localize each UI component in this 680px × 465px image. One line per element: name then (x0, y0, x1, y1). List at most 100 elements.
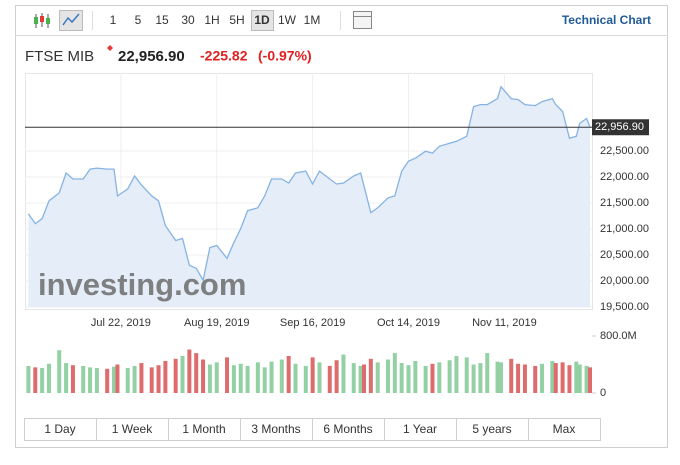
range-button[interactable]: 1 Year (403, 422, 437, 436)
interval-button[interactable]: 5 (135, 13, 142, 27)
interval-button[interactable]: 15 (155, 13, 169, 27)
volume-bar (351, 363, 356, 393)
range-button[interactable]: 6 Months (323, 422, 372, 436)
last-price-tag (592, 119, 649, 136)
volume-bar (231, 365, 236, 393)
volume-bar (180, 355, 185, 393)
volume-bar (509, 358, 514, 393)
volume-bar (584, 365, 589, 393)
volume-bar (70, 365, 75, 393)
volume-bar (447, 360, 452, 393)
y-tick-label: 20,500.00 (600, 249, 649, 261)
y-tick-label: 22,000.00 (600, 171, 649, 183)
volume-bar (149, 367, 154, 393)
volume-bar (207, 364, 212, 393)
volume-bar (385, 359, 390, 393)
volume-bar (201, 359, 206, 393)
candles-icon[interactable] (34, 13, 50, 28)
price-line (27, 85, 591, 282)
price-area (28, 86, 590, 307)
y-tick-label: 21,000.00 (600, 223, 649, 235)
y-tick-label: 800.0M (600, 330, 637, 342)
range-button-bg[interactable] (528, 418, 601, 441)
volume-bar (94, 368, 99, 393)
volume-bar (125, 368, 130, 393)
volume-bar (464, 357, 469, 393)
range-button[interactable]: 1 Day (44, 422, 75, 436)
x-tick-label: Nov 11, 2019 (472, 317, 537, 329)
volume-bar (413, 360, 418, 393)
volume-bar (454, 355, 459, 393)
y-tick-label: 19,500.00 (600, 301, 649, 313)
volume-bar (362, 364, 366, 393)
price-change: -225.82 (200, 48, 248, 64)
price-chart: 19,500.00 20,000.00 20,500.00 21,000.00 21,5… (25, 73, 649, 329)
volume-bar (163, 360, 168, 393)
price-change-pct: (-0.97%) (258, 48, 312, 64)
range-button[interactable]: 1 Week (112, 422, 153, 436)
volume-bar (139, 363, 144, 393)
volume-bar (327, 365, 332, 393)
volume-bar (430, 363, 435, 393)
interval-button[interactable]: 1W (278, 13, 297, 27)
volume-bar (560, 362, 565, 393)
volume-bar (498, 362, 503, 393)
selected-interval-bg (251, 10, 274, 31)
volume-bar (33, 367, 38, 393)
volume-bar (64, 363, 69, 393)
volume-bar (286, 355, 291, 393)
range-button[interactable]: 5 years (472, 422, 511, 436)
range-button[interactable]: Max (553, 422, 576, 436)
instrument-name: FTSE MIB (25, 48, 94, 65)
volume-bar (46, 363, 51, 393)
volume-bar (495, 361, 500, 393)
volume-bar (588, 367, 592, 393)
x-tick-label: Sep 16, 2019 (280, 317, 345, 329)
watermark: investing.com (38, 267, 246, 302)
volume-bar (577, 364, 582, 393)
interval-button[interactable]: 1H (204, 13, 219, 27)
range-button[interactable]: 1 Month (182, 422, 225, 436)
down-icon (107, 45, 113, 51)
plot-frame (25, 73, 593, 310)
y-tick-label: 21,500.00 (600, 197, 649, 209)
interval-button[interactable]: 1D (254, 13, 270, 27)
volume-bar (310, 357, 315, 393)
volume-bar (279, 359, 284, 393)
volume-bar (115, 364, 120, 393)
volume-bar (358, 365, 363, 393)
interval-button[interactable]: 30 (181, 13, 195, 27)
x-tick-label: Oct 14, 2019 (377, 317, 440, 329)
volume-bar (262, 367, 267, 393)
volume-bar (485, 353, 490, 393)
volume-chart: 0 800.0M (26, 330, 637, 399)
y-tick-label: 20,000.00 (600, 275, 649, 287)
layout-icon[interactable] (353, 11, 372, 29)
technical-chart-link[interactable]: Technical Chart (562, 13, 651, 27)
last-price-label: 22,956.90 (595, 121, 644, 133)
volume-bar (214, 362, 219, 393)
volume-bar (334, 360, 339, 393)
line-icon[interactable] (59, 10, 83, 31)
volume-bar (368, 358, 373, 393)
volume-bar (533, 365, 538, 393)
volume-bar (522, 364, 527, 393)
volume-bar (187, 349, 192, 393)
volume-bar (341, 354, 346, 393)
volume-bar (392, 353, 397, 393)
interval-button[interactable]: 1 (110, 13, 117, 27)
interval-button[interactable]: 5H (229, 13, 244, 27)
volume-bar (269, 361, 274, 393)
volume-bar (40, 368, 45, 393)
interval-button[interactable]: 1M (304, 13, 321, 27)
x-tick-label: Jul 22, 2019 (91, 317, 151, 329)
range-button[interactable]: 3 Months (251, 422, 300, 436)
volume-bar (516, 363, 521, 393)
x-tick-label: Aug 19, 2019 (184, 317, 249, 329)
volume-bar (550, 360, 555, 393)
volume-bar (112, 366, 117, 393)
volume-bar (478, 363, 483, 393)
volume-bar (317, 362, 322, 393)
volume-bar (437, 362, 442, 393)
